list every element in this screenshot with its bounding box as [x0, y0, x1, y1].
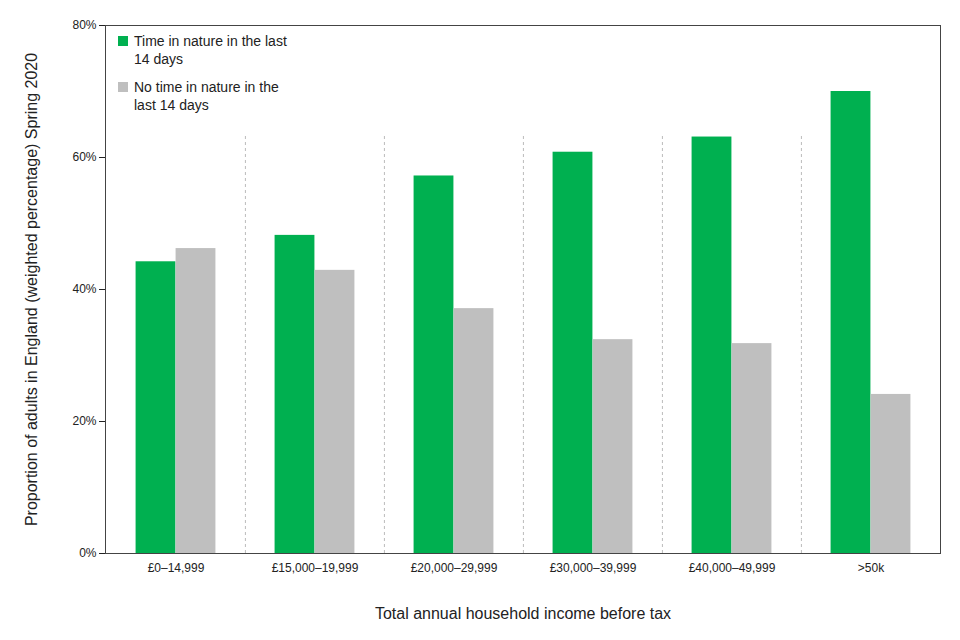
html-text:No time in nature in the last: No time in nature in the last 14 days	[134, 79, 279, 113]
svg-text:80%: 80%	[72, 18, 96, 32]
svg-text:20%: 20%	[72, 414, 96, 428]
svg-text:60%: 60%	[72, 150, 96, 164]
svg-text:£0–14,999: £0–14,999	[148, 561, 205, 575]
html-text:Time in nature in the last 14: Time in nature in the last 14 days	[134, 33, 287, 67]
svg-text:£40,000–49,999: £40,000–49,999	[689, 561, 776, 575]
svg-text:£15,000–19,999: £15,000–19,999	[272, 561, 359, 575]
svg-text:£20,000–29,999: £20,000–29,999	[411, 561, 498, 575]
svg-text:Total annual household income: Total annual household income before tax	[375, 605, 671, 622]
svg-text:£30,000–39,999: £30,000–39,999	[550, 561, 637, 575]
svg-text:0%: 0%	[79, 546, 97, 560]
svg-text:>50k: >50k	[858, 561, 885, 575]
svg-text:40%: 40%	[72, 282, 96, 296]
svg-text:Proportion of adults in Englan: Proportion of adults in England (weighte…	[23, 53, 40, 526]
